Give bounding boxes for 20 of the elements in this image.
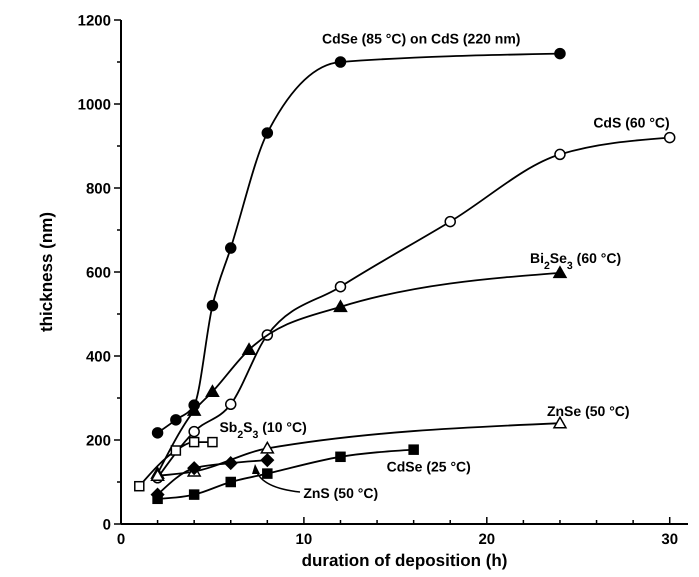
series-label: CdSe (85 °C) on CdS (220 nm) [322, 30, 520, 47]
y-tick-label: 1200 [78, 12, 111, 30]
y-axis-title: thickness (nm) [37, 212, 56, 332]
series-label: CdSe (25 °C) [386, 458, 471, 475]
y-tick-label: 600 [86, 264, 111, 282]
y-tick-label: 1000 [78, 96, 111, 114]
x-tick-label: 30 [661, 531, 678, 548]
y-tick-label: 200 [86, 432, 111, 450]
y-tick-label: 0 [102, 516, 111, 534]
series-label: Bi$_{2}$Se$_{3}$ (60 °C) [530, 250, 622, 272]
series-label: CdS (60 °C) [593, 114, 670, 131]
y-tick-label: 800 [86, 180, 111, 198]
x-tick-label: 0 [116, 531, 126, 548]
x-tick-label: 10 [296, 531, 312, 548]
x-tick-label: 20 [478, 531, 496, 548]
x-axis-title: duration of deposition (h) [302, 551, 508, 570]
y-tick-label: 400 [86, 348, 111, 366]
text: ZnS (50 °C) [303, 485, 378, 502]
series-label: ZnSe (50 °C) [546, 403, 630, 420]
series-label: Sb$_{2}$S$_{3}$ (10 °C) [219, 419, 307, 442]
